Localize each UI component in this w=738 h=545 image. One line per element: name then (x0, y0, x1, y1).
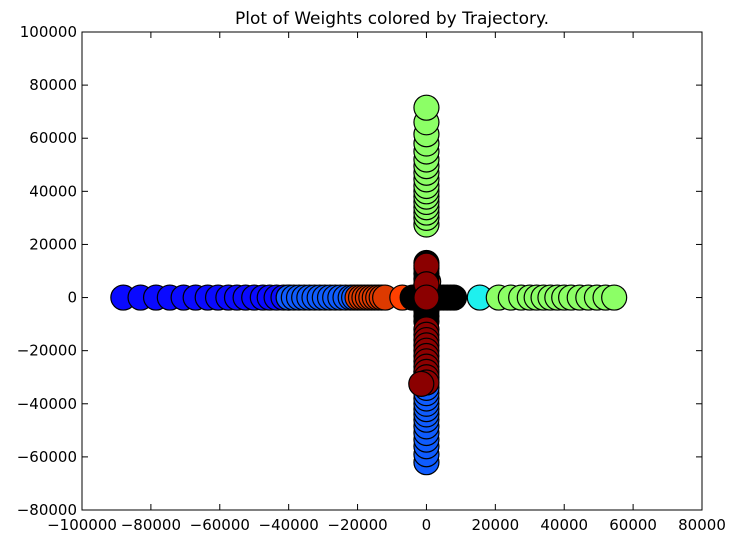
y-tick-label: −20000 (17, 342, 77, 360)
data-point (413, 94, 440, 121)
x-tick-label: 0 (422, 516, 432, 534)
y-tick-label: 60000 (29, 129, 77, 147)
x-tick-label: −100000 (47, 516, 117, 534)
y-tick-label: 0 (67, 289, 77, 307)
y-axis-ticks: −80000 −60000 −40000 −20000 0 20000 40000 60000… (17, 23, 702, 519)
x-axis-ticks: −100000 −80000 −60000 −40000 −20000 0 20000 400… (47, 32, 726, 534)
y-tick-label: 20000 (29, 235, 77, 253)
x-tick-label: 20000 (471, 516, 519, 534)
data-points (110, 94, 628, 476)
y-tick-label: 80000 (29, 76, 77, 94)
y-tick-label: −80000 (17, 501, 77, 519)
x-tick-label: −60000 (190, 516, 250, 534)
data-point (408, 370, 435, 397)
x-tick-label: −80000 (121, 516, 181, 534)
x-tick-label: −40000 (259, 516, 319, 534)
y-tick-label: 100000 (20, 23, 77, 41)
x-tick-label: −20000 (327, 516, 387, 534)
data-point (601, 284, 628, 311)
data-point (440, 284, 468, 311)
x-tick-label: 80000 (678, 516, 726, 534)
y-tick-label: −40000 (17, 395, 77, 413)
y-tick-label: −60000 (17, 448, 77, 466)
data-point (413, 284, 440, 311)
y-tick-label: 40000 (29, 182, 77, 200)
x-tick-label: 40000 (540, 516, 588, 534)
x-tick-label: 60000 (609, 516, 657, 534)
plot-frame (81, 31, 703, 511)
chart-title: Plot of Weights colored by Trajectory. (235, 9, 549, 29)
